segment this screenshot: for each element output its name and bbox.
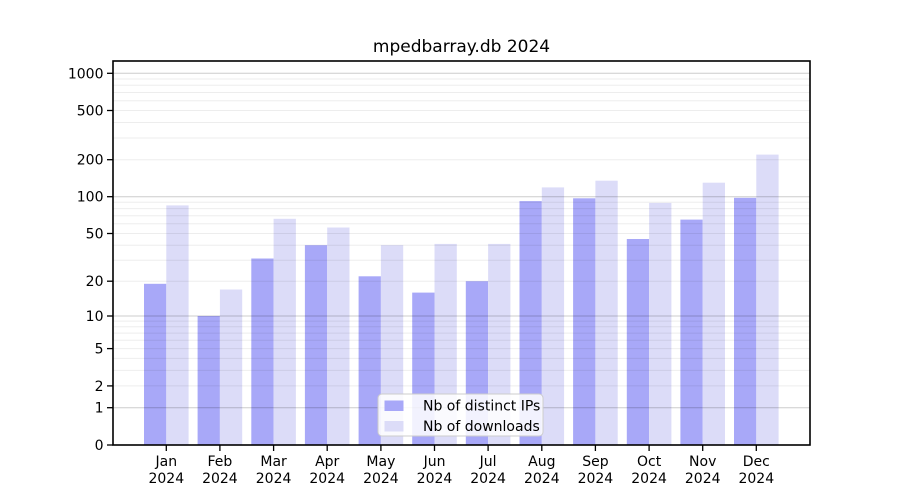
- bar-downloads-aug: [541, 187, 565, 445]
- bar-distinct-ips-nov: [680, 219, 703, 445]
- x-tick-label-month: Oct: [637, 454, 662, 470]
- bar-distinct-ips-mar: [251, 258, 274, 445]
- legend-label-distinct-ips: Nb of distinct IPs: [423, 399, 540, 415]
- bar-distinct-ips-oct: [626, 239, 650, 445]
- y-tick-label: 5: [95, 342, 104, 358]
- bar-distinct-ips-sep: [573, 198, 596, 445]
- x-tick-label-month: Mar: [260, 454, 287, 470]
- bar-downloads-dec: [756, 154, 779, 445]
- x-tick-label-month: Aug: [528, 454, 555, 470]
- y-tick-label: 2: [95, 379, 104, 395]
- x-tick-label-month: Feb: [208, 454, 233, 470]
- plot-frame: [112, 60, 811, 446]
- x-tick-label-month: Jun: [423, 454, 446, 470]
- legend-label-downloads: Nb of downloads: [423, 419, 540, 435]
- bar-downloads-sep: [595, 180, 618, 445]
- x-tick-label-year: 2024: [631, 471, 667, 487]
- x-tick-label-year: 2024: [524, 471, 560, 487]
- y-tick-label: 100: [77, 190, 104, 206]
- x-tick-label-year: 2024: [202, 471, 238, 487]
- y-tick-label: 1000: [68, 66, 104, 82]
- y-tick-label: 1: [95, 401, 104, 417]
- bar-distinct-ips-may: [358, 276, 381, 445]
- x-tick-label-month: Dec: [743, 454, 770, 470]
- bar-downloads-mar: [273, 218, 296, 445]
- y-tick-label: 200: [77, 153, 104, 169]
- x-tick-label-month: Apr: [315, 454, 339, 470]
- x-tick-label-year: 2024: [309, 471, 345, 487]
- bar-downloads-apr: [327, 227, 350, 445]
- x-tick-label-year: 2024: [578, 471, 614, 487]
- x-tick-label-year: 2024: [685, 471, 721, 487]
- y-tick-label: 20: [86, 274, 104, 290]
- y-tick-label: 0: [95, 438, 104, 454]
- y-tick-label: 50: [86, 227, 104, 243]
- x-tick-label-year: 2024: [470, 471, 506, 487]
- x-tick-label-month: Sep: [582, 454, 609, 470]
- x-tick-label-month: Nov: [689, 454, 716, 470]
- legend-box: [377, 393, 544, 437]
- y-tick-label: 500: [77, 104, 104, 120]
- legend-swatch-distinct-ips: [384, 400, 404, 411]
- bar-distinct-ips-dec: [734, 197, 757, 445]
- x-tick-label-month: Jan: [155, 454, 178, 470]
- bar-downloads-nov: [702, 182, 725, 445]
- bar-downloads-jan: [166, 205, 189, 445]
- x-tick-label-year: 2024: [256, 471, 292, 487]
- x-tick-label-year: 2024: [417, 471, 453, 487]
- x-tick-label-year: 2024: [738, 471, 774, 487]
- chart-title: mpedbarray.db 2024: [373, 37, 550, 57]
- x-tick-label-month: May: [366, 454, 395, 470]
- bar-distinct-ips-feb: [197, 316, 220, 445]
- x-tick-label-month: Jul: [479, 454, 497, 470]
- bar-downloads-oct: [649, 202, 672, 445]
- x-tick-label-year: 2024: [148, 471, 184, 487]
- bar-distinct-ips-jan: [144, 283, 167, 445]
- y-tick-label: 10: [86, 309, 104, 325]
- bar-downloads-feb: [219, 289, 243, 445]
- bar-distinct-ips-aug: [519, 201, 542, 445]
- bar-distinct-ips-apr: [304, 245, 328, 445]
- x-tick-label-year: 2024: [363, 471, 399, 487]
- legend-swatch-downloads: [384, 421, 404, 432]
- legend: Nb of distinct IPs Nb of downloads: [377, 393, 544, 437]
